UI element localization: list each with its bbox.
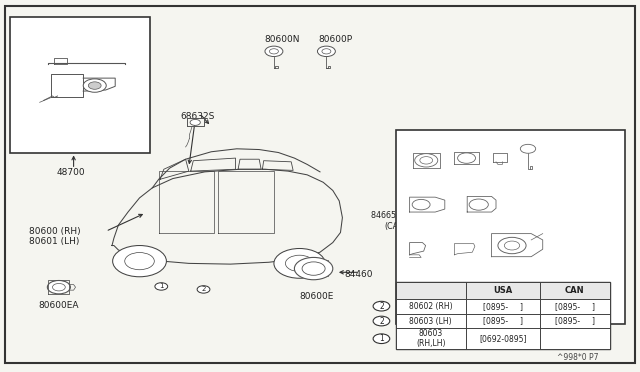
Bar [540,328,610,349]
Text: CAN: CAN [565,286,584,295]
Circle shape [412,199,430,210]
Circle shape [373,301,390,311]
Text: 80600P: 80600P [319,35,353,44]
Text: 80600EA: 80600EA [38,301,79,310]
Text: 84460: 84460 [344,270,373,279]
Text: ^998*0 P7: ^998*0 P7 [557,353,598,362]
Text: 48702M: 48702M [72,41,108,50]
Text: 2: 2 [379,302,384,311]
Circle shape [265,46,283,57]
Circle shape [322,49,331,54]
Bar [540,299,610,314]
Circle shape [420,157,433,164]
Text: 80600E: 80600E [300,292,334,301]
Bar [466,314,540,328]
Bar [396,314,466,328]
Text: 80601 (LH): 80601 (LH) [29,237,79,246]
Text: 48700: 48700 [56,168,85,177]
Text: 80602 (RH): 80602 (RH) [409,302,452,311]
Circle shape [190,119,200,125]
Text: [0895-     ]: [0895- ] [555,317,595,326]
Circle shape [113,246,166,277]
Circle shape [373,316,390,326]
Bar [396,282,466,299]
Text: 80603 (LH): 80603 (LH) [410,317,452,326]
Text: 1: 1 [379,334,384,343]
Circle shape [498,237,526,254]
Circle shape [155,283,168,290]
Text: 2: 2 [379,317,384,326]
Bar [466,282,540,299]
Circle shape [504,241,520,250]
Circle shape [197,286,210,293]
Text: 68632S: 68632S [180,112,215,121]
Text: 80603
(RH,LH): 80603 (RH,LH) [416,329,445,349]
Circle shape [83,79,106,92]
Circle shape [458,153,476,163]
Bar [396,328,466,349]
Text: 80010S: 80010S [474,328,508,337]
Text: 80600N: 80600N [264,35,300,44]
Circle shape [125,253,154,270]
Bar [540,282,610,299]
Bar [396,299,466,314]
Circle shape [373,334,390,344]
Circle shape [294,257,333,280]
Text: 1: 1 [159,283,164,289]
Bar [396,282,610,349]
Text: [0692-0895]: [0692-0895] [479,334,527,343]
Text: 80600 (RH): 80600 (RH) [29,227,81,236]
Circle shape [302,262,325,275]
Circle shape [274,248,325,278]
Text: 84665M (USA)[0692-0796]: 84665M (USA)[0692-0796] [371,211,478,220]
Circle shape [415,154,438,167]
Text: (CAN)[0895-0796]: (CAN)[0895-0796] [384,222,457,231]
Circle shape [52,283,65,291]
Circle shape [47,280,70,294]
Circle shape [317,46,335,57]
Circle shape [269,49,278,54]
Circle shape [469,199,488,210]
Circle shape [285,255,314,272]
Bar [396,130,625,324]
Bar [466,299,540,314]
Circle shape [520,144,536,153]
Text: [0895-     ]: [0895- ] [483,317,523,326]
Bar [10,17,150,153]
Bar [466,328,540,349]
Bar [540,314,610,328]
Text: 48700A: 48700A [29,73,63,81]
Text: USA: USA [493,286,513,295]
Text: [0895-     ]: [0895- ] [555,302,595,311]
Circle shape [88,82,101,89]
Circle shape [403,231,426,245]
Text: [0895-     ]: [0895- ] [483,302,523,311]
Text: 2: 2 [202,286,205,292]
